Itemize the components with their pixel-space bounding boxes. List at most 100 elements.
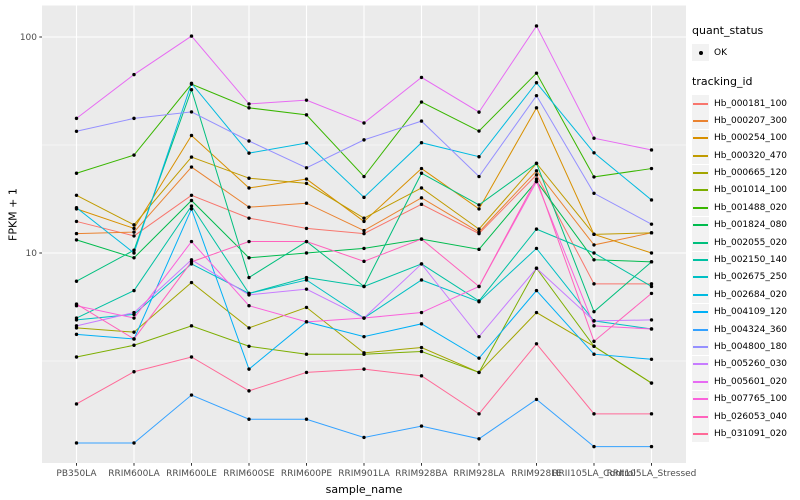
legend-key — [692, 303, 709, 321]
legend-tracking-id-items: Hb_000181_100 Hb_000207_300 Hb_000254_100 H… — [692, 95, 798, 443]
data-point — [534, 310, 539, 315]
line-swatch-icon — [693, 206, 708, 209]
data-point — [247, 417, 251, 421]
data-point — [74, 355, 79, 359]
data-point — [592, 339, 596, 344]
data-point — [304, 278, 309, 282]
data-point — [189, 260, 194, 264]
data-point — [247, 256, 251, 260]
data-point — [304, 226, 309, 231]
line-swatch-icon — [693, 241, 708, 244]
data-point — [649, 198, 654, 202]
data-point — [304, 201, 309, 205]
data-point — [304, 141, 309, 145]
line-swatch-icon — [693, 137, 708, 140]
legend-key — [692, 425, 709, 443]
data-point — [592, 136, 596, 140]
legend-item: Hb_000207_300 — [692, 112, 798, 130]
legend-key — [692, 44, 709, 61]
data-point — [189, 88, 194, 92]
legend-item: Hb_002675_250 — [692, 268, 798, 286]
line-swatch-icon — [693, 328, 708, 331]
data-point — [477, 174, 481, 179]
data-point — [74, 402, 79, 406]
legend-label: Hb_002675_250 — [714, 272, 788, 283]
line-swatch-icon — [693, 415, 708, 418]
legend-item: Hb_004800_180 — [692, 338, 798, 356]
data-point — [592, 319, 596, 323]
data-point — [534, 93, 539, 98]
legend-item: Hb_002055_020 — [692, 234, 798, 252]
data-point — [132, 230, 136, 234]
data-point — [304, 181, 309, 186]
data-point — [649, 412, 654, 416]
legend-key — [692, 321, 709, 339]
data-point — [649, 222, 654, 226]
x-tick-label: PB350LA — [56, 469, 97, 479]
data-point — [534, 106, 539, 110]
data-point — [189, 155, 194, 159]
data-point — [132, 441, 136, 445]
legend-item: Hb_001014_100 — [692, 181, 798, 199]
line-swatch-icon — [693, 398, 708, 401]
line-swatch-icon — [693, 102, 708, 105]
data-point — [419, 119, 424, 123]
data-point — [419, 262, 424, 266]
data-point — [534, 24, 539, 28]
legend-key — [692, 216, 709, 234]
data-point — [419, 278, 424, 282]
legend-label: Hb_002150_140 — [714, 255, 788, 266]
data-point — [189, 165, 194, 169]
data-point — [247, 186, 251, 190]
data-point — [419, 186, 424, 190]
data-point — [534, 81, 539, 85]
x-tick-label: RRIM928LE — [511, 469, 562, 479]
legend-key — [692, 164, 709, 182]
x-tick-label: RRIM928BA — [395, 469, 448, 479]
data-point — [362, 195, 366, 200]
data-point — [649, 251, 654, 255]
data-point — [362, 121, 366, 125]
legend-label: Hb_000181_100 — [714, 98, 788, 109]
data-point — [362, 138, 366, 142]
data-point — [74, 116, 79, 121]
legend-item: Hb_001824_080 — [692, 216, 798, 234]
legend-key — [692, 355, 709, 373]
legend-item: Hb_005260_030 — [692, 355, 798, 373]
data-point — [592, 251, 596, 255]
data-point — [247, 106, 251, 110]
data-point — [189, 193, 194, 197]
x-axis-title: sample_name — [325, 483, 403, 496]
data-point — [132, 226, 136, 231]
legend-item: Hb_001488_020 — [692, 199, 798, 217]
data-point — [649, 282, 654, 286]
data-point — [362, 231, 366, 236]
line-swatch-icon — [693, 276, 708, 279]
legend-label: Hb_001014_100 — [714, 185, 788, 196]
data-point — [132, 370, 136, 374]
data-point — [534, 288, 539, 293]
data-point — [132, 337, 136, 341]
legend-key — [692, 234, 709, 252]
legend-label: Hb_000207_300 — [714, 115, 788, 126]
data-point — [534, 397, 539, 402]
data-point — [132, 251, 136, 255]
data-point — [74, 129, 79, 133]
data-point — [247, 151, 251, 155]
data-point — [534, 161, 539, 166]
legend-key — [692, 112, 709, 130]
data-point — [534, 227, 539, 231]
line-swatch-icon — [693, 119, 708, 122]
data-point — [189, 239, 194, 244]
legend-label: Hb_001824_080 — [714, 220, 788, 231]
data-point — [304, 251, 309, 255]
data-point — [534, 179, 539, 184]
data-point — [304, 417, 309, 421]
data-point — [592, 151, 596, 155]
data-point — [649, 291, 654, 296]
data-point — [74, 318, 79, 322]
line-swatch-icon — [693, 224, 708, 227]
line-swatch-icon — [693, 432, 708, 435]
data-point — [592, 352, 596, 356]
data-point — [649, 148, 654, 152]
